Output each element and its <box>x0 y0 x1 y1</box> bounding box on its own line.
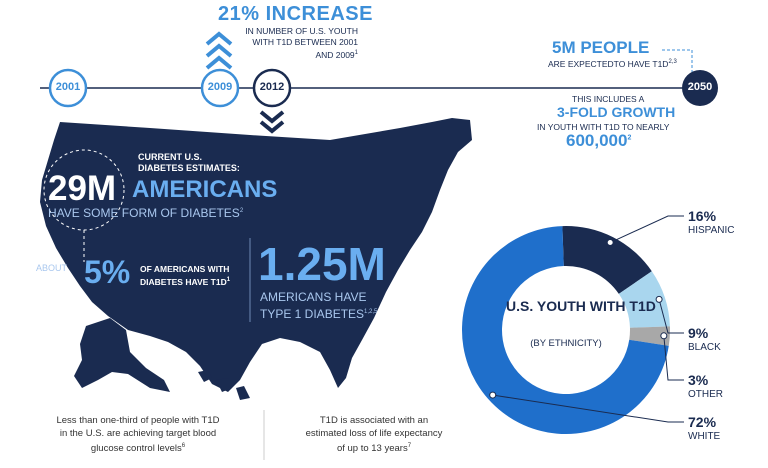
leader-dot-white <box>489 391 497 399</box>
footnote-left-line-2: in the U.S. are achieving target blood <box>59 428 217 439</box>
t1d-line-2: TYPE 1 DIABETES <box>260 307 365 321</box>
increase-ref: 1 <box>354 50 358 56</box>
footnote-right-line-3-wrap: of up to 13 years7 <box>276 440 472 455</box>
increase-line-3-wrap: AND 20091 <box>240 48 358 61</box>
donut-title: U.S. YOUTH WITH T1D <box>506 298 656 314</box>
leader-dot-other <box>660 332 668 340</box>
projection-ref: 2,3 <box>668 59 677 66</box>
year-circle-2001 <box>48 68 88 108</box>
t1d-ref: 1,2,5 <box>364 309 378 315</box>
footnote-right: T1D is associated with an estimated loss… <box>276 414 472 455</box>
growth-number: 600,000 <box>566 131 628 150</box>
estimates-title-1: CURRENT U.S. <box>138 152 203 162</box>
pct-line-2-wrap: DIABETES HAVE T1D1 <box>140 275 230 288</box>
donut-slice-black <box>618 271 670 328</box>
pct-text: OF AMERICANS WITH DIABETES HAVE T1D1 <box>140 264 230 288</box>
footnote-left: Less than one-third of people with T1D i… <box>24 414 252 455</box>
projection-connector <box>662 49 693 74</box>
leader-line-hispanic <box>609 215 684 243</box>
year-circle-2050 <box>682 70 718 106</box>
pct-value: 5% <box>84 254 131 290</box>
year-circle-2009 <box>200 68 240 108</box>
leader-line-other <box>663 335 684 381</box>
leader-line-black <box>658 299 684 334</box>
us-map-shape <box>40 118 472 392</box>
donut-slice-other <box>629 326 670 346</box>
big-sub-wrap: HAVE SOME FORM OF DIABETES2 <box>48 206 243 220</box>
footnote-right-line-2: estimated loss of life expectancy <box>305 428 443 439</box>
year-label-2012: 2012 <box>259 81 285 93</box>
big-ref: 2 <box>239 208 244 214</box>
t1d-number: 1.25M <box>258 238 386 290</box>
slice-label-hispanic: HISPANIC <box>688 225 735 236</box>
big-number: 29M <box>48 169 117 208</box>
donut-leader-lines <box>489 215 684 423</box>
leader-dot-hispanic <box>606 239 614 247</box>
growth-headline: 3-FOLD GROWTH <box>557 104 676 120</box>
projection-sub-wrap: ARE EXPECTEDTO HAVE T1D2,3 <box>548 59 677 69</box>
t1d-line-1: AMERICANS HAVE <box>260 290 367 304</box>
slice-value-hispanic: 16% <box>688 208 717 224</box>
pct-line-2: DIABETES HAVE T1D <box>140 276 227 287</box>
footnote-right-line-1: T1D is associated with an <box>319 415 429 426</box>
slice-label-white: WHITE <box>688 431 721 442</box>
increase-up-arrows-icon <box>205 31 233 70</box>
growth-line-1: THIS INCLUDES A <box>572 94 645 104</box>
pct-line-1: OF AMERICANS WITH <box>140 264 230 274</box>
leader-dot-black <box>655 295 663 303</box>
year-label-2001: 2001 <box>55 81 81 93</box>
increase-line-1: IN NUMBER OF U.S. YOUTH <box>245 26 358 36</box>
leader-line-white <box>492 394 684 423</box>
footnote-left-line-3: glucose control levels <box>90 443 182 455</box>
estimates-title-2: DIABETES ESTIMATES: <box>138 163 240 173</box>
footnote-left-line-1: Less than one-third of people with T1D <box>56 415 220 426</box>
increase-line-3: AND 2009 <box>315 49 355 60</box>
slice-value-black: 9% <box>688 325 709 341</box>
footnote-left-line-3-wrap: glucose control levels6 <box>24 440 252 455</box>
slice-value-white: 72% <box>688 414 717 430</box>
donut-subtitle: (BY ETHNICITY) <box>530 338 602 349</box>
increase-headline: 21% INCREASE <box>218 3 373 25</box>
slice-value-other: 3% <box>688 372 709 388</box>
donut-slice-hispanic <box>562 226 652 294</box>
slice-label-other: OTHER <box>688 389 723 400</box>
pct-ref: 1 <box>226 277 231 283</box>
about-label: ABOUT <box>36 263 68 273</box>
big-sub: HAVE SOME FORM OF DIABETES <box>48 206 240 220</box>
donut-slice-white <box>462 226 669 434</box>
growth-number-wrap: 600,0002 <box>566 131 631 151</box>
hawaii-shape <box>198 370 250 400</box>
alaska-shape <box>74 318 170 392</box>
estimates-title: CURRENT U.S. DIABETES ESTIMATES: <box>138 152 240 174</box>
year-label-2009: 2009 <box>207 81 233 93</box>
growth-ref: 2 <box>627 134 632 142</box>
footnote-right-line-3: of up to 13 years <box>336 443 408 455</box>
footnote-left-ref: 6 <box>181 443 186 449</box>
year-circle-2012 <box>252 68 292 108</box>
down-arrows-icon <box>259 110 285 134</box>
t1d-text: AMERICANS HAVE TYPE 1 DIABETES1,2,5 <box>260 290 377 322</box>
projection-sub: ARE EXPECTEDTO HAVE T1D <box>548 59 669 69</box>
increase-line-2: WITH T1D BETWEEN 2001 <box>252 37 358 47</box>
big-word: AMERICANS <box>132 176 278 203</box>
increase-text: IN NUMBER OF U.S. YOUTH WITH T1D BETWEEN… <box>240 26 358 61</box>
footnote-right-ref: 7 <box>407 443 412 449</box>
year-label-2050: 2050 <box>687 81 713 93</box>
slice-label-black: BLACK <box>688 342 721 353</box>
t1d-line-2-wrap: TYPE 1 DIABETES1,2,5 <box>260 305 377 322</box>
donut-chart <box>462 226 670 434</box>
projection-headline: 5M PEOPLE <box>552 38 650 57</box>
growth-line-2: IN YOUTH WITH T1D TO NEARLY <box>537 122 670 132</box>
